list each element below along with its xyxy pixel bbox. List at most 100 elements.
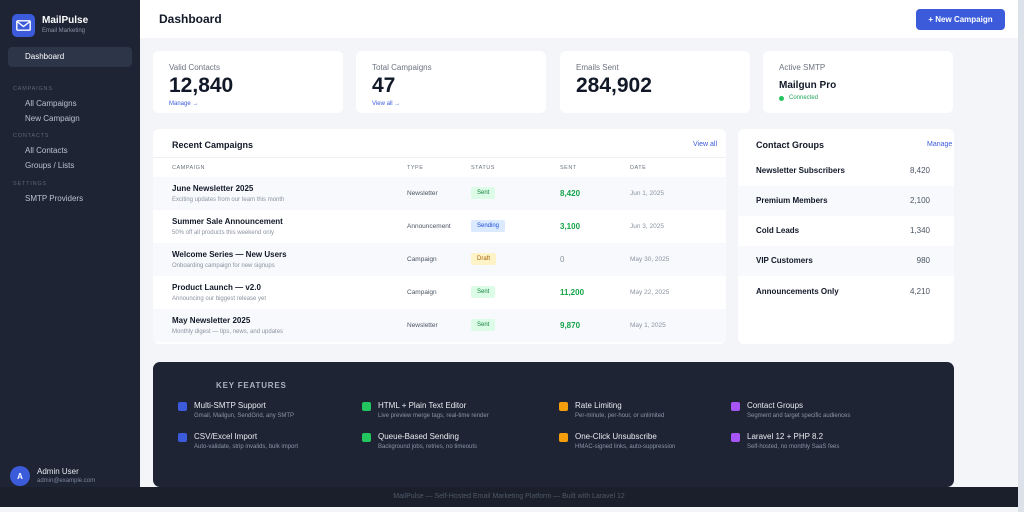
sidebar-item-new-campaign[interactable]: New Campaign [25, 114, 80, 123]
campaign-date: May 22, 2025 [630, 289, 670, 296]
campaign-type: Campaign [407, 289, 437, 296]
campaign-type: Newsletter [407, 322, 438, 329]
campaign-desc: Monthly digest — tips, news, and updates [172, 329, 284, 335]
sidebar-item-smtp-providers[interactable]: SMTP Providers [25, 194, 84, 203]
campaign-type: Newsletter [407, 190, 438, 197]
group-count: 1,340 [909, 226, 930, 235]
stat-label: Emails Sent [576, 63, 619, 72]
col-header-sent[interactable]: SENT [560, 165, 577, 171]
feature-square-icon [559, 402, 568, 411]
campaign-sent: 0 [560, 255, 565, 264]
smtp-name: Mailgun Pro [779, 80, 837, 91]
campaign-name[interactable]: May Newsletter 2025 [172, 316, 251, 325]
status-badge: Draft [471, 253, 497, 265]
stat-card-emails-sent: Emails Sent 284,902 [560, 51, 750, 113]
stat-label: Total Campaigns [372, 63, 432, 72]
sidebar-section-contacts: CONTACTS [13, 133, 50, 139]
feature-title: Rate Limiting [575, 401, 622, 410]
group-row[interactable]: VIP Customers 980 [738, 246, 954, 276]
group-row[interactable]: Newsletter Subscribers 8,420 [738, 156, 954, 186]
smtp-status-text: Connected [789, 95, 819, 101]
avatar: A [10, 466, 30, 486]
campaign-date: May 1, 2025 [630, 322, 666, 329]
feature-desc: HMAC-signed links, auto-suppression [575, 444, 676, 450]
stat-label: Valid Contacts [169, 63, 220, 72]
brand-subtitle: Email Marketing [42, 28, 86, 34]
feature-square-icon [731, 433, 740, 442]
feature-title: Multi-SMTP Support [194, 401, 266, 410]
sidebar-item-groups-lists[interactable]: Groups / Lists [25, 161, 75, 170]
group-name: Newsletter Subscribers [756, 166, 845, 175]
contact-groups-panel: Contact Groups Manage Newsletter Subscri… [738, 129, 954, 344]
campaign-date: May 30, 2025 [630, 256, 670, 263]
campaign-sent: 9,870 [560, 321, 581, 330]
feature-square-icon [731, 402, 740, 411]
scrollbar[interactable] [1018, 0, 1024, 512]
feature-square-icon [362, 433, 371, 442]
feature-title: CSV/Excel Import [194, 432, 258, 441]
campaign-desc: Announcing our biggest release yet [172, 296, 267, 302]
brand[interactable]: MailPulse Email Marketing [0, 0, 140, 38]
table-row[interactable]: Welcome Series — New Users Onboarding ca… [153, 243, 726, 276]
status-badge: Sent [471, 286, 496, 298]
group-name: Premium Members [756, 196, 828, 205]
group-count: 4,210 [909, 287, 930, 296]
footer: MailPulse — Self-Hosted Email Marketing … [0, 487, 1018, 507]
sidebar-section-campaigns: CAMPAIGNS [13, 86, 53, 92]
group-row[interactable]: Announcements Only 4,210 [738, 277, 954, 307]
campaign-sent: 8,420 [560, 189, 581, 198]
feature-square-icon [362, 402, 371, 411]
status-badge: Sent [471, 319, 496, 331]
col-header-status[interactable]: STATUS [471, 165, 495, 171]
campaign-desc: Onboarding campaign for new signups [172, 263, 275, 269]
group-row[interactable]: Premium Members 2,100 [738, 186, 954, 216]
feature-desc: Live preview merge tags, real-time rende… [378, 413, 489, 419]
feature-title: Queue-Based Sending [378, 432, 459, 441]
campaign-name[interactable]: Summer Sale Announcement [172, 217, 283, 226]
manage-contacts-link[interactable]: Manage → [169, 101, 199, 107]
sidebar-section-settings: SETTINGS [13, 181, 47, 187]
feature-desc: Auto-validate, strip invalids, bulk impo… [194, 444, 299, 450]
col-header-campaign[interactable]: CAMPAIGN [172, 165, 205, 171]
view-all-link[interactable]: View all [693, 141, 717, 148]
smtp-status: Connected [779, 95, 818, 101]
sidebar-item-all-campaigns[interactable]: All Campaigns [25, 99, 77, 108]
mail-logo-icon [12, 13, 35, 37]
group-row[interactable]: Cold Leads 1,340 [738, 216, 954, 246]
page-title: Dashboard [159, 12, 222, 26]
campaign-date: Jun 1, 2025 [630, 190, 664, 197]
campaign-desc: 50% off all products this weekend only [172, 230, 274, 236]
feature-desc: Self-hosted, no monthly SaaS fees [747, 444, 840, 450]
feature-square-icon [178, 433, 187, 442]
sidebar-item-dashboard[interactable]: Dashboard [8, 47, 132, 67]
status-dot-icon [779, 95, 784, 101]
feature-title: HTML + Plain Text Editor [378, 401, 467, 410]
stat-value: 284,902 [576, 74, 652, 97]
key-features-panel: KEY FEATURES Multi-SMTP Support Gmail, M… [153, 362, 954, 487]
sidebar-item-all-contacts[interactable]: All Contacts [25, 146, 68, 155]
recent-campaigns-panel: Recent Campaigns View all CAMPAIGN TYPE … [153, 129, 726, 344]
table-row[interactable]: Summer Sale Announcement 50% off all pro… [153, 210, 726, 243]
manage-groups-link[interactable]: Manage [927, 141, 953, 148]
col-header-type[interactable]: TYPE [407, 165, 424, 171]
stat-card-total-campaigns: Total Campaigns 47 View all → [356, 51, 546, 113]
view-all-campaigns-link[interactable]: View all → [372, 101, 401, 107]
user-email: admin@example.com [37, 478, 96, 484]
status-badge: Sent [471, 187, 496, 199]
campaign-name[interactable]: Welcome Series — New Users [172, 250, 287, 259]
user-profile[interactable]: A Admin User admin@example.com [10, 466, 95, 486]
campaign-name[interactable]: June Newsletter 2025 [172, 184, 254, 193]
brand-name: MailPulse [42, 15, 89, 26]
table-row[interactable]: Product Launch — v2.0 Announcing our big… [153, 276, 726, 309]
feature-desc: Background jobs, retries, no timeouts [378, 444, 478, 450]
stat-card-valid-contacts: Valid Contacts 12,840 Manage → [153, 51, 343, 113]
status-badge: Sending [471, 220, 506, 232]
group-count: 2,100 [909, 196, 930, 205]
col-header-date[interactable]: DATE [630, 165, 647, 171]
panel-title: Contact Groups [756, 140, 825, 150]
new-campaign-button[interactable]: + New Campaign [916, 9, 1005, 30]
campaign-name[interactable]: Product Launch — v2.0 [172, 283, 261, 292]
group-count: 980 [916, 256, 930, 265]
table-row[interactable]: May Newsletter 2025 Monthly digest — tip… [153, 309, 726, 342]
table-row[interactable]: June Newsletter 2025 Exciting updates fr… [153, 177, 726, 210]
